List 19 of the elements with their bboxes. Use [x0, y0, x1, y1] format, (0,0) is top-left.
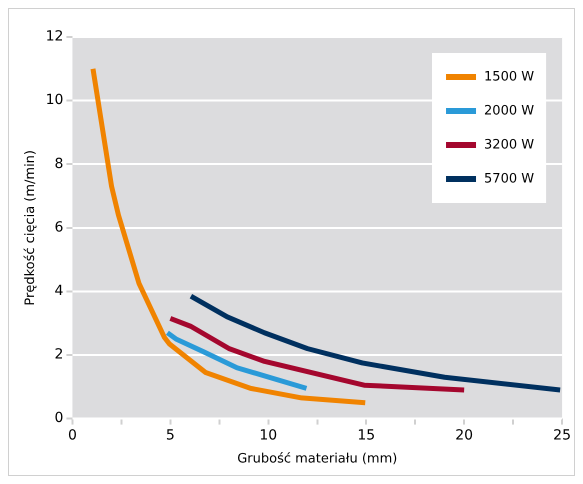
y-tick-label: 4 — [54, 283, 64, 300]
y-tick-label: 12 — [46, 28, 64, 45]
legend-label: 5700 W — [484, 171, 534, 186]
y-tick-label: 8 — [54, 156, 64, 172]
x-tick-label: 10 — [259, 428, 278, 444]
x-tick-label: 15 — [357, 428, 376, 444]
legend-label: 2000 W — [484, 103, 534, 118]
x-tick-label: 0 — [68, 428, 77, 444]
x-tick-label: 5 — [166, 428, 175, 444]
y-tick-label: 0 — [54, 410, 64, 426]
legend-label: 1500 W — [484, 69, 534, 84]
x-tick-label: 25 — [553, 428, 572, 444]
x-tick-label: 20 — [455, 428, 474, 444]
y-tick-label: 2 — [54, 346, 64, 363]
y-axis-title: Prędkość cięcia (m/min) — [23, 150, 38, 306]
y-tick-label: 6 — [54, 219, 64, 236]
x-axis-title: Grubość materiału (mm) — [237, 452, 398, 467]
legend-label: 3200 W — [484, 137, 534, 152]
y-tick-label: 10 — [46, 92, 64, 108]
